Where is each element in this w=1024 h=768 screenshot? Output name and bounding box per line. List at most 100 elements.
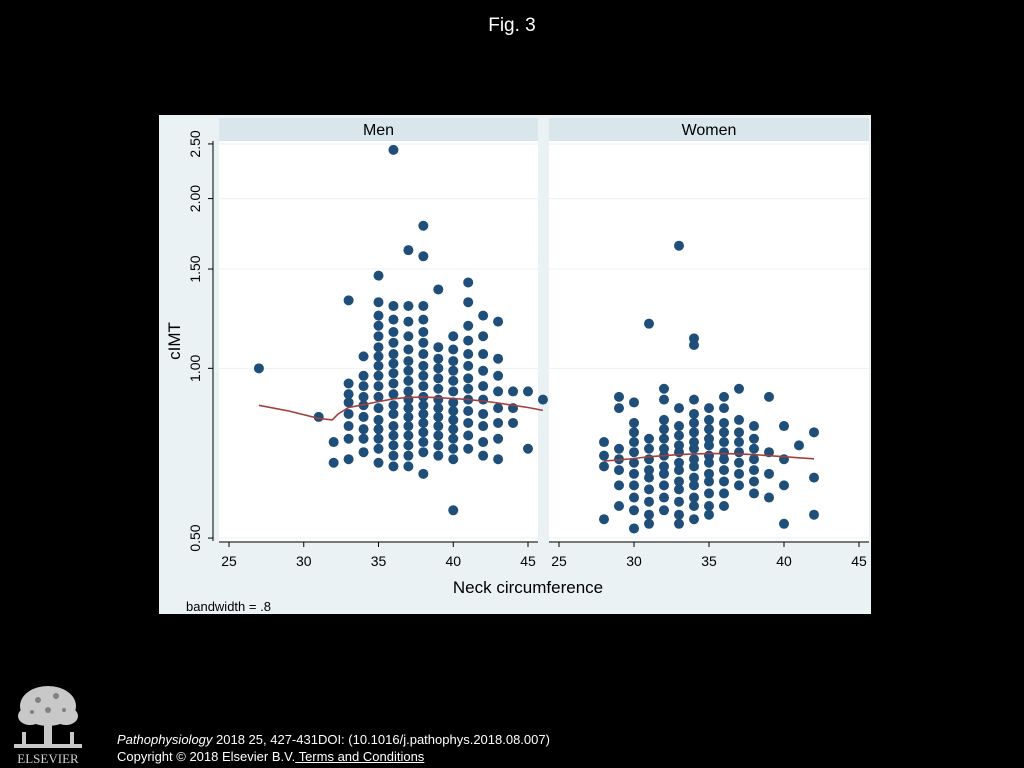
data-point [478,365,489,376]
data-point [388,349,399,360]
data-point [689,492,699,503]
data-point [719,437,729,448]
data-point [373,424,384,435]
data-point [373,457,384,468]
data-point [719,476,729,487]
data-point [764,391,774,402]
data-point [749,433,759,444]
data-point [433,430,444,441]
data-point [463,383,474,394]
data-point [644,465,654,476]
y-axis-title: cIMT [165,322,184,360]
data-point [689,461,699,472]
data-point [704,488,714,499]
data-point [614,480,624,491]
data-point [403,356,414,367]
chart-figure: Men 25 30 35 40 45 Women 25 30 35 40 45 0.50 1.00 1.50… [159,115,871,614]
data-point [659,433,669,444]
data-point [629,417,639,428]
data-point [644,433,654,444]
data-point [719,391,729,402]
data-point [734,427,744,438]
data-point [493,316,504,327]
data-point [448,454,459,465]
figure-title: Fig. 3 [488,15,536,36]
data-point [719,417,729,428]
data-point [388,430,399,441]
data-point [704,414,714,425]
data-point [779,518,789,529]
data-point [659,383,669,394]
data-point [433,403,444,414]
data-point [689,339,699,350]
data-point [358,391,369,402]
data-point [373,403,384,414]
data-point [493,417,504,428]
data-point [373,433,384,444]
data-point [734,447,744,458]
data-point [388,326,399,337]
data-point [764,468,774,479]
data-point [644,496,654,507]
data-point [418,381,429,392]
data-point [659,443,669,454]
data-point [629,457,639,468]
data-point [388,389,399,400]
data-point [448,386,459,397]
data-point [388,300,399,311]
data-point [689,472,699,483]
data-point [674,496,684,507]
data-point [328,457,339,468]
data-point [448,331,459,342]
x-tick-label: 25 [551,553,567,569]
data-point [418,417,429,428]
data-point [433,421,444,432]
y-tick-label: 2.50 [187,130,203,157]
data-point [403,344,414,355]
data-point [689,417,699,428]
y-tick-label: 2.00 [187,185,203,212]
data-point [463,417,474,428]
data-point [809,472,819,483]
data-point [403,316,414,327]
data-point [644,443,654,454]
data-point [734,383,744,394]
data-point [358,424,369,435]
data-point [764,492,774,503]
data-point [599,514,609,525]
data-point [689,480,699,491]
data-point [403,245,414,256]
data-point [629,480,639,491]
x-tick-label: 30 [296,553,312,569]
data-point [689,514,699,525]
data-point [373,381,384,392]
data-point [779,421,789,432]
data-point [343,397,354,408]
data-point [418,427,429,438]
data-point [448,505,459,516]
data-point [659,424,669,435]
data-point [463,406,474,417]
data-point [689,394,699,405]
data-point [373,443,384,454]
data-point [537,394,548,405]
data-point [599,437,609,448]
terms-and-conditions-link[interactable]: Terms and Conditions [295,749,425,764]
data-point [343,433,354,444]
data-point [433,363,444,374]
data-point [478,381,489,392]
data-point [674,465,684,476]
x-tick-label: 25 [221,553,237,569]
data-point [388,400,399,411]
data-point [629,427,639,438]
data-point [704,509,714,520]
data-point [794,440,804,451]
journal-name: Pathophysiology [117,732,213,747]
data-point [719,447,729,458]
data-point [704,476,714,487]
data-point [433,373,444,384]
data-point [418,251,429,262]
y-tick-label: 0.50 [187,524,203,551]
data-point [719,500,729,511]
data-point [659,461,669,472]
